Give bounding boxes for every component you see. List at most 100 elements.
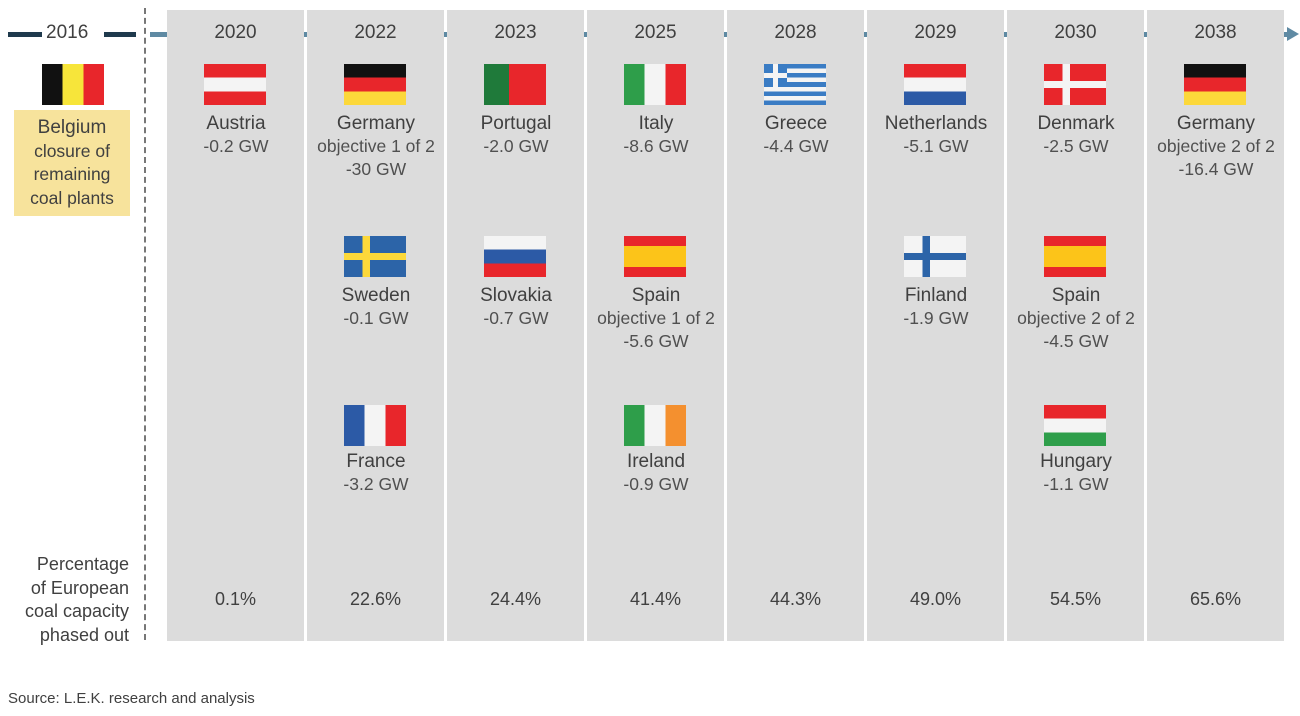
germany-flag-icon: [344, 64, 406, 105]
timeline-arrow-icon: [1287, 27, 1299, 41]
year-column: [447, 10, 584, 641]
slovakia-flag-icon: [484, 236, 546, 277]
year-label: 2022: [307, 22, 444, 44]
austria-flag-icon: [204, 64, 266, 105]
year-text: 2020: [204, 22, 267, 43]
timeline-segment: [104, 32, 136, 37]
row-label-line: of European: [30, 577, 129, 598]
country-name: Greece: [764, 113, 828, 134]
start-line: closure of: [34, 140, 110, 161]
country-name: Austria: [206, 113, 266, 134]
country-detail: -2.5 GW: [1043, 136, 1109, 156]
country-detail: -8.6 GW: [623, 136, 689, 156]
country-name: Spain: [1051, 285, 1101, 306]
country-name: Hungary: [1040, 451, 1112, 472]
row-label-line: phased out: [39, 624, 129, 645]
country-detail: objective 1 of 2: [317, 136, 435, 156]
year-text: 2023: [484, 22, 547, 43]
year-column: [1147, 10, 1284, 641]
country-detail: -5.6 GW: [623, 331, 689, 351]
start-line: coal plants: [30, 187, 114, 208]
ireland-flag-icon: [624, 405, 686, 446]
percentage-phased-out: 0.1%: [214, 589, 257, 609]
year-column: [727, 10, 864, 641]
country-name: Ireland: [626, 451, 686, 472]
year-label: 2028: [727, 22, 864, 44]
year-label: 2029: [867, 22, 1004, 44]
spain-flag-icon: [624, 236, 686, 277]
source-note: Source: L.E.K. research and analysis: [8, 690, 255, 707]
country-detail: -0.1 GW: [343, 308, 409, 328]
country-name: Germany: [336, 113, 416, 134]
country-entry: Hungary -1.1 GW: [996, 450, 1156, 496]
country-detail: -16.4 GW: [1178, 159, 1254, 179]
percentage-phased-out: 65.6%: [1189, 589, 1242, 609]
country-name: Sweden: [341, 285, 411, 306]
percentage-phased-out: 24.4%: [489, 589, 542, 609]
country-name: Italy: [638, 113, 674, 134]
year-text: 2038: [1184, 22, 1247, 43]
percentage-phased-out: 41.4%: [629, 589, 682, 609]
belgium-flag-icon: [42, 64, 104, 105]
country-detail: -1.9 GW: [903, 308, 969, 328]
year-column: [1007, 10, 1144, 641]
country-entry: Finland -1.9 GW: [856, 284, 1016, 330]
country-entry: Slovakia -0.7 GW: [436, 284, 596, 330]
country-name: Spain: [631, 285, 681, 306]
year-column: [167, 10, 304, 641]
country-entry: Ireland -0.9 GW: [576, 450, 736, 496]
country-entry: Italy -8.6 GW: [576, 112, 736, 158]
country-detail: -4.5 GW: [1043, 331, 1109, 351]
italy-flag-icon: [624, 64, 686, 105]
country-name: Slovakia: [480, 285, 552, 306]
year-column: [867, 10, 1004, 641]
country-detail: -0.2 GW: [203, 136, 269, 156]
country-detail: -0.9 GW: [623, 474, 689, 494]
year-text: 2025: [624, 22, 687, 43]
row-label: Percentage of European coal capacity pha…: [0, 553, 129, 647]
denmark-flag-icon: [1044, 64, 1106, 105]
country-entry: Germany objective 2 of 2 -16.4 GW: [1136, 112, 1296, 181]
country-detail: objective 2 of 2: [1157, 136, 1275, 156]
year-label: 2030: [1007, 22, 1144, 44]
year-label: 2020: [167, 22, 304, 44]
year-label: 2038: [1147, 22, 1284, 44]
country-name: Denmark: [1037, 113, 1115, 134]
netherlands-flag-icon: [904, 64, 966, 105]
country-detail: objective 2 of 2: [1017, 308, 1135, 328]
divider-dashed: [144, 8, 146, 640]
year-text: 2022: [344, 22, 407, 43]
country-detail: -2.0 GW: [483, 136, 549, 156]
percentage-phased-out: 44.3%: [769, 589, 822, 609]
sweden-flag-icon: [344, 236, 406, 277]
greece-flag-icon: [764, 64, 826, 105]
spain-flag-icon: [1044, 236, 1106, 277]
start-country: Belgium: [37, 117, 107, 138]
country-entry: Sweden -0.1 GW: [296, 284, 456, 330]
country-entry: Denmark -2.5 GW: [996, 112, 1156, 158]
country-detail: -30 GW: [345, 159, 407, 179]
country-entry: Austria -0.2 GW: [156, 112, 316, 158]
country-entry: Netherlands -5.1 GW: [856, 112, 1016, 158]
country-detail: -3.2 GW: [343, 474, 409, 494]
percentage-phased-out: 49.0%: [909, 589, 962, 609]
year-text: 2028: [764, 22, 827, 43]
country-entry: France -3.2 GW: [296, 450, 456, 496]
greece-canton: [764, 64, 787, 87]
year-column: [587, 10, 724, 641]
year-label: 2025: [587, 22, 724, 44]
hungary-flag-icon: [1044, 405, 1106, 446]
percentage-phased-out: 22.6%: [349, 589, 402, 609]
year-text: 2030: [1044, 22, 1107, 43]
year-label: 2023: [447, 22, 584, 44]
year-column: [307, 10, 444, 641]
country-detail: -5.1 GW: [903, 136, 969, 156]
country-detail: -0.7 GW: [483, 308, 549, 328]
country-entry: Spain objective 1 of 2 -5.6 GW: [576, 284, 736, 353]
portugal-flag-icon: [484, 64, 546, 105]
start-line: remaining: [33, 164, 111, 184]
country-detail: objective 1 of 2: [597, 308, 715, 328]
row-label-line: Percentage: [36, 554, 129, 574]
country-name: Netherlands: [884, 113, 988, 134]
france-flag-icon: [344, 405, 406, 446]
